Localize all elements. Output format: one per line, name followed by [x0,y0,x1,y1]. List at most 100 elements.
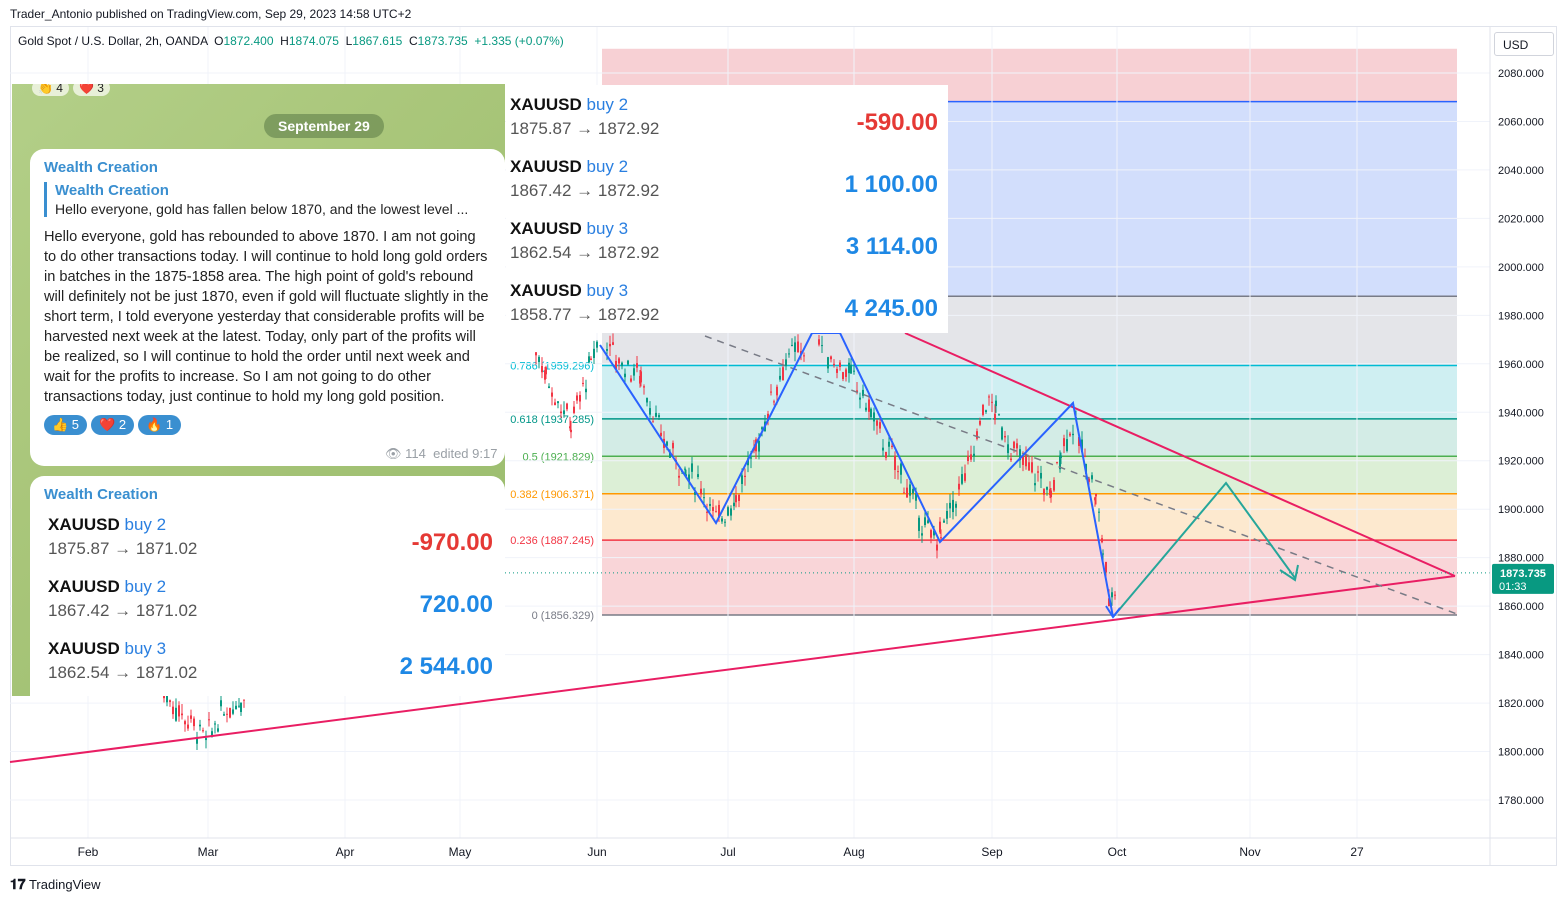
candle-body [1019,449,1021,461]
candle-body [703,497,705,499]
currency-selector[interactable]: USD [1494,32,1554,56]
y-tick-label: 1780.000 [1498,795,1544,807]
candle-body [615,360,617,369]
candle-body [563,410,565,415]
tradingview-logo[interactable]: 𝟏𝟕 TradingView [10,876,101,893]
candle-body [640,371,642,383]
candle-body [1094,497,1096,501]
candle-body [909,484,911,496]
candle-body [243,699,245,701]
trade-row: XAUUSD buy 3 1858.77 → 1872.92 4 245.00 [510,281,944,343]
candle-body [178,705,180,717]
candle-body [900,463,902,475]
eye-icon: 👁 [385,446,402,461]
trade-action: buy 3 [581,281,629,300]
candle-body [1025,454,1027,467]
candle-body [196,738,198,744]
candle-body [952,499,954,513]
reaction-chip[interactable]: 👏 4 [32,84,69,96]
x-tick-label: Apr [336,845,355,859]
candle-body [738,494,740,502]
candle-body [885,451,887,458]
candle-body [964,473,966,481]
candle-body [733,502,735,507]
candle-body [579,395,581,402]
candle-body [630,378,632,382]
candle-body [672,442,674,449]
message-author[interactable]: Wealth Creation [44,159,158,176]
candle-body [187,724,189,729]
candle-body [773,401,775,403]
trade-row: XAUUSD buy 3 1862.54 → 1871.02 2 544.00 [36,639,499,696]
candle-body [803,355,805,357]
reaction-chip[interactable]: 👍 5 [44,415,88,435]
candle-body [655,412,657,417]
ascending-trendline [9,575,1456,763]
quote-text: Hello everyone, gold has fallen below 18… [55,201,469,217]
trade-prices: 1875.87 → 1872.92 [510,119,660,138]
candle-body [970,454,972,460]
candle-body [557,401,559,404]
candle-body [240,702,242,712]
candle-body [924,517,926,526]
candle-body [939,521,941,533]
message-bubble[interactable]: Wealth Creation Wealth Creation Hello ev… [30,149,505,466]
message-author[interactable]: Wealth Creation [44,486,158,503]
x-tick-label: Nov [1239,845,1260,859]
candle-body [223,714,225,716]
low-value: 1867.615 [352,34,403,48]
open-label: O [214,34,224,48]
candle-body [551,392,553,397]
candle-body [936,544,938,551]
candle-body [570,429,572,433]
reaction-chip[interactable]: ❤️ 2 [91,415,135,435]
trade-pnl: 2 544.00 [399,653,493,680]
candle-body [842,372,844,380]
candle-body [873,412,875,422]
candle-body [1040,472,1042,479]
candle-body [175,707,177,721]
candle-body [853,370,855,372]
candle-body [649,408,651,415]
candle-body [541,365,543,373]
message-bubble[interactable]: Wealth Creation XAUUSD buy 2 1875.87 → 18… [30,476,505,696]
change-value: +1.335 (+0.07%) [474,34,564,48]
message-text: Hello everyone, gold has rebounded to ab… [44,229,489,405]
candle-body [744,475,746,477]
candle-body [1046,487,1048,490]
candle-body [1072,433,1074,436]
candle-body [727,507,729,516]
reply-quote[interactable]: Wealth Creation Hello everyone, gold has… [44,182,491,217]
candle-body [715,511,717,513]
candle-body [995,400,997,407]
x-tick-label: Mar [198,845,219,859]
candle-body [903,492,905,494]
candle-body [827,357,829,369]
candle-body [214,723,216,725]
reaction-chip[interactable]: ❤️ 3 [72,84,110,96]
telegram-panel: 👏 4 ❤️ 3 September 29 Wealth Creation Wea… [12,84,505,696]
zone-teal [602,418,1457,457]
candle-body [660,432,662,436]
candle-body [1053,479,1055,491]
trade-prices: 1875.87 → 1871.02 [48,539,198,558]
candle-body [211,731,213,736]
candle-body [865,407,867,411]
bar-countdown: 01:33 [1499,581,1527,593]
candle-body [891,445,893,448]
fib-label: 0.236 (1887.245) [510,535,594,547]
candle-body [724,521,726,523]
trade-prices: 1862.54 → 1871.02 [48,663,198,682]
candle-body [554,402,556,406]
candle-body [961,474,963,484]
candle-body [573,406,575,413]
candle-body [1043,489,1045,495]
candle-body [166,690,168,703]
trade-prices: 1867.42 → 1872.92 [510,181,660,200]
reaction-chip[interactable]: 🔥 1 [138,415,182,435]
candle-body [545,367,547,375]
trade-action: buy 2 [119,515,167,534]
trade-action: buy 2 [581,157,629,176]
y-tick-label: 1980.000 [1498,310,1544,322]
